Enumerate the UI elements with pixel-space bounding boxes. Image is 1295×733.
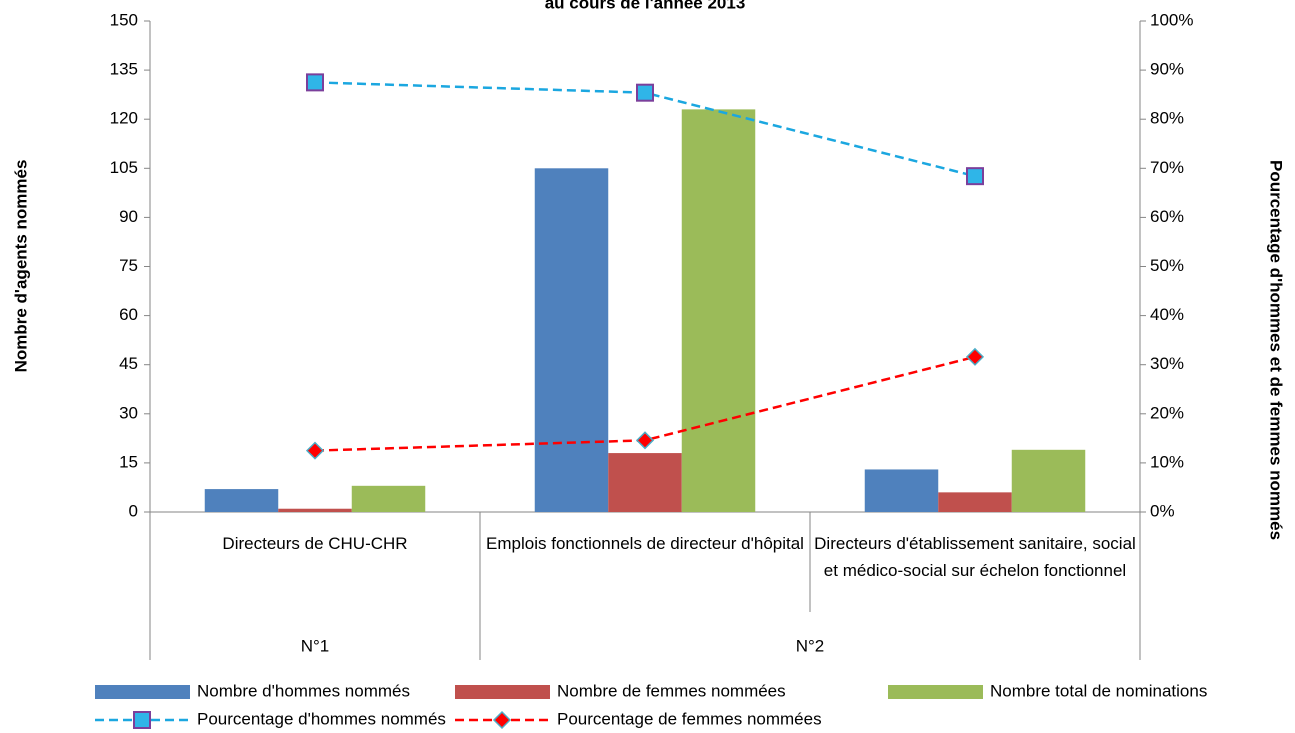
legend-swatch [888, 685, 983, 699]
bar [351, 485, 426, 512]
bar [534, 168, 609, 513]
bar [204, 489, 279, 512]
y2-axis-label: Pourcentage d'hommes et de femmes nommés [1267, 160, 1286, 540]
legend-swatch [95, 685, 190, 699]
y2-tick-label: 100% [1150, 10, 1193, 29]
y-tick-label: 90 [119, 207, 138, 226]
y2-tick-label: 20% [1150, 403, 1184, 422]
line-marker [966, 167, 984, 186]
legend-label: Nombre de femmes nommées [557, 681, 786, 700]
x-tick-label: Directeurs d'établissement sanitaire, so… [814, 534, 1136, 580]
bar [681, 109, 756, 512]
y2-tick-label: 40% [1150, 305, 1184, 324]
chart-title: au cours de l'année 2013 [545, 0, 746, 12]
y2-tick-label: 80% [1150, 109, 1184, 128]
line-marker [305, 441, 325, 460]
group-label: N°2 [796, 636, 825, 655]
group-label: N°1 [301, 636, 330, 655]
y-tick-label: 150 [110, 10, 138, 29]
legend-marker [133, 711, 151, 729]
legend-marker [492, 710, 512, 730]
y-tick-label: 75 [119, 256, 138, 275]
line-marker [636, 83, 654, 102]
y2-tick-label: 50% [1150, 256, 1184, 275]
y2-tick-label: 60% [1150, 207, 1184, 226]
y-tick-label: 0 [129, 501, 138, 520]
bar [864, 469, 939, 512]
y-tick-label: 60 [119, 305, 138, 324]
line-marker [635, 431, 655, 450]
y-tick-label: 120 [110, 109, 138, 128]
y2-tick-label: 30% [1150, 354, 1184, 373]
x-tick-label: Directeurs de CHU-CHR [222, 534, 408, 553]
line-marker [306, 73, 324, 92]
bar [1011, 449, 1086, 512]
y-tick-label: 30 [119, 403, 138, 422]
bar [278, 508, 352, 512]
y2-tick-label: 70% [1150, 158, 1184, 177]
y-axis-label: Nombre d'agents nommés [11, 160, 30, 373]
legend-label: Nombre total de nominations [990, 681, 1207, 700]
bar [608, 453, 682, 512]
line-marker [965, 347, 985, 366]
y-tick-label: 15 [119, 452, 138, 471]
legend-swatch [455, 685, 550, 699]
y2-tick-label: 0% [1150, 501, 1175, 520]
y-tick-label: 45 [119, 354, 138, 373]
legend-label: Nombre d'hommes nommés [197, 681, 410, 700]
y-tick-label: 135 [110, 60, 138, 79]
legend-label: Pourcentage d'hommes nommés [197, 709, 446, 728]
x-tick-label: Emplois fonctionnels de directeur d'hôpi… [486, 534, 804, 553]
legend-label: Pourcentage de femmes nommées [557, 709, 822, 728]
bar [938, 492, 1012, 512]
y-tick-label: 105 [110, 158, 138, 177]
y2-tick-label: 90% [1150, 60, 1184, 79]
y2-tick-label: 10% [1150, 452, 1184, 471]
